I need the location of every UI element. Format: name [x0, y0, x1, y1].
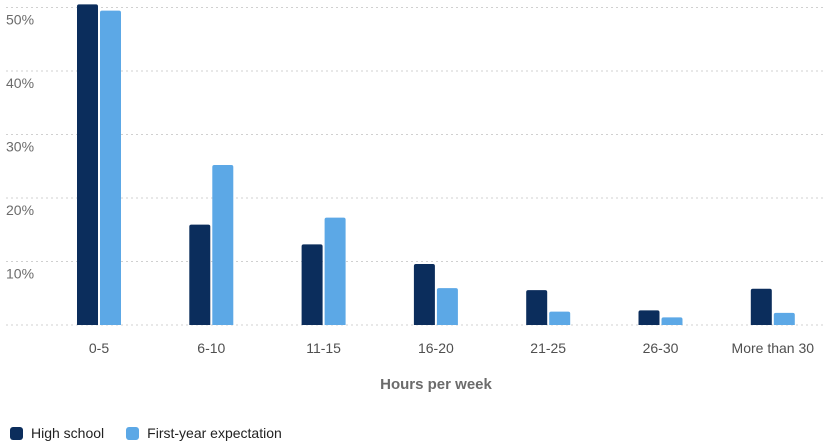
legend-item-first-year-expectation[interactable]: First-year expectation [126, 425, 282, 441]
y-tick-label: 10% [6, 266, 34, 282]
bar-high-school-5[interactable] [638, 310, 660, 325]
y-tick-label: 20% [6, 202, 34, 218]
x-tick-label: 26-30 [643, 340, 679, 356]
x-tick-label: 11-15 [306, 340, 341, 356]
bars [77, 4, 795, 326]
bar-first-year-expectation-1[interactable] [212, 164, 234, 325]
bar-high-school-3[interactable] [413, 264, 435, 325]
x-tick-label: More than 30 [732, 340, 815, 356]
bar-high-school-2[interactable] [301, 244, 323, 325]
x-axis-label: Hours per week [380, 376, 492, 393]
legend-swatch [126, 426, 140, 440]
y-axis-ticks: 10% 20% 30% 40% 50% [6, 12, 34, 282]
y-tick-label: 40% [6, 75, 34, 91]
y-tick-label: 30% [6, 139, 34, 155]
legend-item-high-school[interactable]: High school [10, 425, 104, 441]
legend-label: High school [31, 425, 105, 441]
bar-high-school-4[interactable] [526, 290, 548, 325]
bar-high-school-1[interactable] [189, 224, 211, 325]
bar-first-year-expectation-3[interactable] [436, 288, 458, 325]
bar-chart: 10% 20% 30% 40% 50% 0-5 6-10 11-15 16-20 21-25 26… [6, 4, 826, 393]
bar-high-school-0[interactable] [77, 4, 98, 325]
legend: High school First-year expectation [10, 425, 282, 441]
x-tick-label: 16-20 [418, 340, 454, 356]
bar-first-year-expectation-6[interactable] [773, 312, 795, 325]
legend-swatch [10, 426, 23, 440]
bar-first-year-expectation-4[interactable] [549, 311, 571, 325]
bar-first-year-expectation-2[interactable] [324, 217, 346, 325]
bar-high-school-6[interactable] [750, 288, 772, 325]
bar-first-year-expectation-0[interactable] [100, 10, 121, 326]
y-tick-label: 50% [6, 12, 34, 28]
legend-label: First-year expectation [147, 425, 282, 441]
x-tick-label: 21-25 [530, 340, 566, 356]
x-tick-label: 6-10 [197, 340, 225, 356]
bar-first-year-expectation-5[interactable] [661, 317, 683, 325]
x-axis-ticks: 0-5 6-10 11-15 16-20 21-25 26-30 More than 30 [89, 340, 814, 356]
x-tick-label: 0-5 [89, 340, 109, 356]
